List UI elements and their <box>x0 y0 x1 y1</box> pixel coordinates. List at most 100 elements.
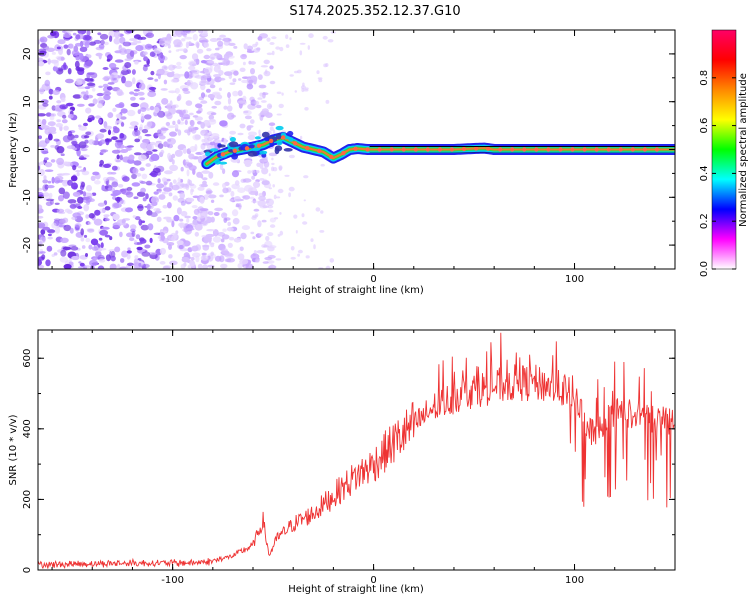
noise-speckle <box>56 100 62 104</box>
noise-speckle <box>67 68 72 75</box>
noise-speckle <box>113 37 121 45</box>
noise-speckle <box>133 160 142 166</box>
noise-speckle <box>92 171 100 176</box>
snr-y-tick-label: 200 <box>22 490 33 509</box>
noise-speckle <box>252 236 256 240</box>
noise-speckle <box>62 32 72 38</box>
colorbar-ticks: 0.0 0.2 0.4 0.6 0.8 <box>699 29 737 277</box>
signal-blob <box>275 133 282 140</box>
noise-speckle <box>304 87 309 90</box>
noise-speckle <box>63 62 67 70</box>
noise-speckle <box>323 63 328 68</box>
noise-speckle <box>98 258 106 263</box>
noise-speckle <box>98 85 103 89</box>
signal-node <box>365 147 370 152</box>
noise-speckle <box>133 92 139 97</box>
signal-node <box>618 147 623 152</box>
noise-speckle <box>89 259 98 267</box>
noise-speckle <box>200 255 209 261</box>
noise-speckle <box>60 56 65 61</box>
noise-speckle <box>163 216 172 220</box>
noise-speckle <box>207 211 214 216</box>
noise-speckle <box>237 100 247 104</box>
noise-speckle <box>126 186 133 191</box>
noise-speckle <box>131 173 137 180</box>
noise-speckle <box>228 236 235 241</box>
noise-speckle <box>239 246 244 252</box>
noise-speckle <box>125 191 134 198</box>
noise-speckle <box>64 208 71 213</box>
noise-speckle <box>77 30 87 35</box>
noise-speckle <box>131 182 141 187</box>
noise-speckle <box>172 65 177 69</box>
noise-speckle <box>84 265 91 268</box>
noise-speckle <box>156 183 165 189</box>
noise-speckle <box>38 222 46 229</box>
noise-speckle <box>75 66 81 72</box>
signal-node <box>401 147 406 152</box>
noise-speckle <box>325 99 330 104</box>
noise-speckle <box>148 143 154 151</box>
noise-speckle <box>89 78 94 82</box>
noise-speckle <box>51 105 56 111</box>
noise-speckle <box>110 255 116 262</box>
noise-speckle <box>38 135 42 140</box>
noise-speckle <box>254 100 260 106</box>
noise-speckle <box>167 138 172 142</box>
noise-speckle <box>59 256 69 263</box>
noise-speckle <box>129 121 139 127</box>
noise-speckle <box>136 191 146 197</box>
noise-speckle <box>122 41 132 47</box>
noise-speckle <box>145 163 151 167</box>
noise-speckle <box>150 70 155 76</box>
snr-x-tick-label: -100 <box>161 575 184 586</box>
noise-speckle <box>212 62 219 67</box>
noise-speckle <box>177 119 181 125</box>
noise-speckle <box>67 130 73 137</box>
noise-speckle <box>156 102 161 108</box>
noise-speckle <box>229 82 236 85</box>
signal-node <box>377 147 382 152</box>
noise-speckle <box>247 134 256 141</box>
noise-speckle <box>221 248 229 255</box>
noise-speckle <box>139 124 144 130</box>
noise-speckle <box>119 154 123 161</box>
noise-speckle <box>104 125 112 130</box>
noise-speckle <box>135 45 144 52</box>
noise-speckle <box>157 143 164 149</box>
noise-speckle <box>48 88 54 95</box>
noise-speckle <box>39 168 45 177</box>
noise-speckle <box>103 41 109 46</box>
noise-speckle <box>268 187 272 190</box>
noise-speckle <box>205 233 215 238</box>
noise-speckle <box>146 121 153 127</box>
noise-speckle <box>214 207 224 212</box>
noise-speckle <box>161 191 166 195</box>
noise-speckle <box>254 258 260 263</box>
signal-node <box>220 152 226 157</box>
noise-speckle <box>315 207 321 212</box>
noise-speckle <box>102 177 109 182</box>
noise-speckle <box>261 219 267 223</box>
noise-speckle <box>139 167 145 172</box>
noise-speckle <box>70 246 79 251</box>
noise-speckle <box>133 34 141 40</box>
noise-speckle <box>84 139 89 144</box>
signal-blob <box>247 150 258 157</box>
noise-speckle <box>71 182 78 190</box>
noise-speckle <box>102 83 109 88</box>
noise-speckle <box>163 181 168 186</box>
noise-speckle <box>139 238 147 244</box>
noise-speckle <box>74 52 81 56</box>
noise-speckle <box>212 236 222 243</box>
noise-speckle <box>98 53 102 60</box>
noise-speckle <box>138 219 143 226</box>
noise-speckle <box>153 106 160 113</box>
noise-speckle <box>200 60 207 64</box>
signal-node <box>281 135 286 140</box>
noise-speckle <box>98 237 103 241</box>
noise-speckle <box>194 223 203 231</box>
noise-speckle <box>67 199 77 204</box>
noise-speckle <box>233 237 242 243</box>
